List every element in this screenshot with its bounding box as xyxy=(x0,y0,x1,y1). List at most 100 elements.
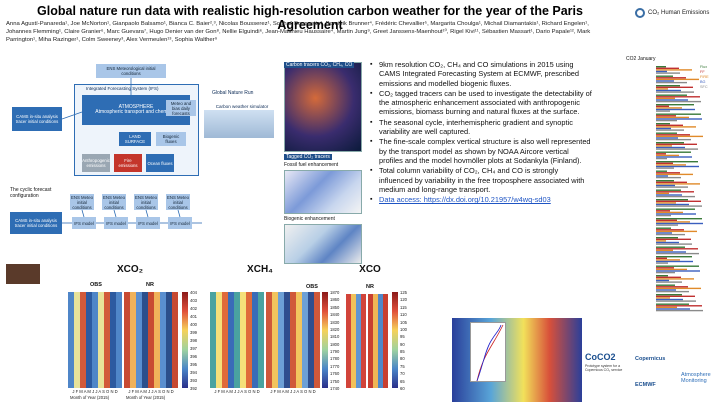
ens-small-3: ENS Meteo initial conditions xyxy=(134,194,158,210)
bar xyxy=(656,96,700,98)
xch4-tick: 1760 xyxy=(330,371,340,377)
bar xyxy=(656,214,671,217)
bar xyxy=(656,241,679,244)
bar xyxy=(656,202,676,204)
bar xyxy=(656,88,668,90)
bar xyxy=(656,230,697,233)
bullet-2: CO₂ tagged tracers can be used to invest… xyxy=(370,89,592,117)
carbon-tracers-map xyxy=(284,62,362,152)
xco2-colorbar xyxy=(182,292,188,388)
bar xyxy=(656,265,699,267)
xch4-tick: 1860 xyxy=(330,297,340,303)
bar xyxy=(656,200,701,202)
bar xyxy=(656,183,700,185)
xco-obs-heatmap xyxy=(346,294,366,388)
bar xyxy=(656,303,689,305)
aircore-profile-inset xyxy=(470,322,506,382)
bar xyxy=(656,99,688,101)
bar xyxy=(656,309,703,312)
xco2-tick: 400 xyxy=(190,322,197,327)
xco2-nr-months: J F M A M J J A S O N D xyxy=(128,389,174,394)
xco2-tick: 402 xyxy=(190,306,197,311)
copernicus-logo: Copernicus xyxy=(635,356,666,362)
bar xyxy=(656,151,691,153)
bar xyxy=(656,257,667,259)
bar xyxy=(656,189,681,191)
coco2-logo: CoCO2 xyxy=(585,352,616,362)
bar xyxy=(656,105,669,107)
xch4-tick: 1790 xyxy=(330,349,340,355)
bar xyxy=(656,233,685,236)
land-surface-box: LAND SURFACE xyxy=(119,132,151,146)
bar xyxy=(656,113,701,115)
bar xyxy=(656,91,694,93)
bar xyxy=(656,297,670,299)
bar xyxy=(656,181,687,183)
bar xyxy=(656,184,675,187)
bar xyxy=(656,176,681,179)
xco-tick: 105 xyxy=(400,319,407,325)
bar xyxy=(656,276,681,278)
bar xyxy=(656,170,667,172)
bar xyxy=(656,205,702,207)
xco2-tick: 393 xyxy=(190,378,197,383)
xco2-obs-heatmap xyxy=(68,292,122,388)
xco-tick: 100 xyxy=(400,326,407,332)
bar xyxy=(656,153,666,155)
xch4-tick: 1840 xyxy=(330,312,340,318)
bar xyxy=(656,81,687,84)
bar xyxy=(656,219,677,221)
bar xyxy=(656,75,673,77)
xco2-tick: 395 xyxy=(190,362,197,367)
bar xyxy=(656,143,697,145)
bar xyxy=(656,208,695,210)
bar xyxy=(656,211,683,214)
bar xyxy=(656,157,667,160)
bar xyxy=(656,248,698,250)
bar xyxy=(656,137,678,139)
bar xyxy=(656,72,680,74)
bar xyxy=(656,69,692,71)
bar xyxy=(656,108,695,111)
xco2-tick: 394 xyxy=(190,370,197,375)
bar xyxy=(656,260,693,263)
bar xyxy=(656,70,667,73)
data-access-link[interactable]: Data access: https://dx.doi.org/10.21957… xyxy=(379,195,551,205)
bar xyxy=(656,124,683,126)
heatmap-section: XCO₂ XCH₄ XCO OBS NR 404 403 402 401 400 399 3… xyxy=(0,262,440,405)
bar xyxy=(656,270,700,272)
xco-tick: 115 xyxy=(400,304,407,310)
bar xyxy=(656,262,668,264)
bar xyxy=(656,145,672,147)
bar xyxy=(656,86,693,88)
xco-tick: 110 xyxy=(400,312,407,318)
bullet-1: 9km resolution CO₂, CH₄ and CO simulatio… xyxy=(370,60,592,88)
flow-arrows xyxy=(61,78,202,224)
xco-tick: 125 xyxy=(400,290,407,295)
ifs-model-1: IFS model xyxy=(72,217,96,229)
bar xyxy=(656,167,674,169)
carbon-sim-image xyxy=(204,110,274,138)
xco-obs-label: OBS xyxy=(306,284,318,290)
xch4-tick: 1830 xyxy=(330,319,340,325)
xco2-tick: 398 xyxy=(190,338,197,343)
profile-lines xyxy=(476,324,504,382)
bar xyxy=(656,156,692,158)
ens-met-box: ENS Meteorological initial conditions xyxy=(96,64,166,78)
author-list: Anna Agustí-Panareda¹, Joe McNorton¹, Gi… xyxy=(6,21,591,44)
bar xyxy=(656,199,688,201)
ifs-flowchart: ENS Meteorological initial conditions In… xyxy=(6,62,276,262)
cams-in-situ-bottom-box: CAMS in-situ analysis tracer initial con… xyxy=(10,212,62,234)
bar xyxy=(656,287,701,290)
fire-box: Fire emissions xyxy=(114,154,142,172)
ifs-model-3: IFS model xyxy=(136,217,160,229)
biogenic-box: Biogenic fluxes xyxy=(156,132,186,146)
bar xyxy=(656,126,696,128)
xco-tick: 65 xyxy=(400,378,405,384)
xch4-obs-heatmap xyxy=(210,292,264,388)
xch4-colorbar xyxy=(322,292,328,388)
poster-title: Global nature run data with realistic hi… xyxy=(37,4,583,32)
xco-tick: 120 xyxy=(400,297,407,303)
xch4-title: XCH₄ xyxy=(247,264,273,275)
bar xyxy=(656,97,675,100)
